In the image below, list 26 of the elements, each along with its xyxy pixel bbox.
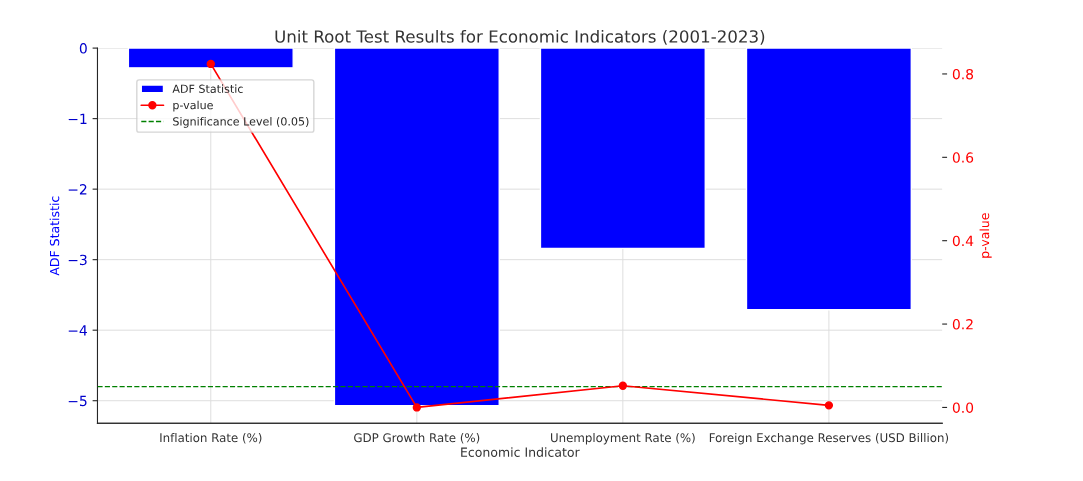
x-tick-label: GDP Growth Rate (%) bbox=[354, 433, 480, 444]
point bbox=[618, 381, 628, 390]
y-tick-label: −3 bbox=[68, 254, 87, 266]
y2-tick-label: 0.6 bbox=[952, 152, 974, 163]
y-axis-title: ADF Statistic bbox=[49, 196, 60, 276]
chart-title: Unit Root Test Results for Economic Indicators (2001-2023) bbox=[275, 29, 765, 45]
y2-axis-title: p-value bbox=[979, 213, 992, 258]
y2-tick-label: 0.4 bbox=[952, 235, 974, 247]
x-tick-label: Inflation Rate (%) bbox=[160, 433, 262, 444]
y2-tick-label: 0.0 bbox=[952, 402, 974, 413]
point bbox=[206, 59, 215, 69]
y2-tick-label: 0.2 bbox=[952, 319, 973, 330]
x-tick-label: Foreign Exchange Reserves (USD Billion) bbox=[709, 433, 949, 445]
y-tick-label: −2 bbox=[68, 184, 87, 195]
legend-label: Significance Level (0.05) bbox=[173, 116, 309, 128]
legend-label: ADF Statistic bbox=[172, 84, 243, 93]
x-axis-title: Economic Indicator bbox=[461, 447, 580, 457]
y2-tick-label: 0.8 bbox=[952, 68, 974, 80]
point bbox=[824, 401, 834, 410]
x-tick-label: Unemployment Rate (%) bbox=[551, 433, 695, 445]
legend-label: p-value bbox=[173, 100, 213, 112]
y-tick-label: −1 bbox=[68, 113, 87, 124]
point bbox=[412, 403, 421, 412]
y-tick-label: 0 bbox=[79, 43, 87, 54]
y-tick-label: −4 bbox=[68, 325, 87, 336]
y-tick-label: −5 bbox=[68, 395, 87, 407]
